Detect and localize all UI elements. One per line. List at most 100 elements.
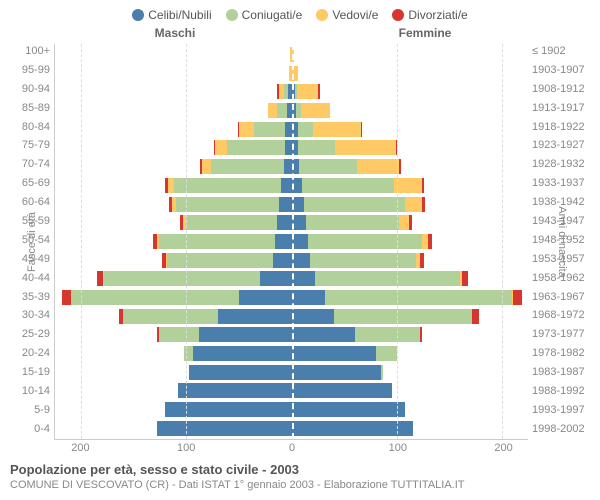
- age-label: 60-64: [8, 197, 50, 211]
- segment: [279, 197, 292, 212]
- legend-swatch: [132, 9, 144, 21]
- segment: [281, 178, 292, 193]
- bar-female: [292, 140, 529, 155]
- chart-area: Fasce di età Anni di nascita 100+95-9990…: [8, 44, 592, 440]
- segment: [104, 271, 260, 286]
- age-label: 100+: [8, 46, 50, 60]
- segment: [355, 327, 420, 342]
- age-label: 40-44: [8, 273, 50, 287]
- age-label: 35-39: [8, 292, 50, 306]
- segment: [422, 178, 424, 193]
- segment: [275, 234, 292, 249]
- bar-female: [292, 234, 529, 249]
- segment: [292, 365, 381, 380]
- segment: [306, 215, 398, 230]
- segment: [292, 402, 406, 417]
- legend-swatch: [226, 9, 238, 21]
- bar-male: [55, 402, 292, 417]
- gridline: [81, 44, 82, 439]
- segment: [422, 197, 425, 212]
- segment: [227, 140, 285, 155]
- bar-male: [55, 159, 292, 174]
- birth-label: 1988-1992: [532, 386, 592, 400]
- legend-item: Celibi/Nubili: [132, 8, 211, 22]
- gridline: [186, 44, 187, 439]
- bar-male: [55, 140, 292, 155]
- segment: [277, 103, 288, 118]
- label-male: Maschi: [0, 26, 300, 40]
- segment: [292, 346, 376, 361]
- segment: [299, 159, 357, 174]
- segment: [318, 84, 320, 99]
- segment: [176, 197, 279, 212]
- segment: [420, 327, 422, 342]
- gridline: [397, 44, 398, 439]
- birth-label: 1903-1907: [532, 65, 592, 79]
- segment: [159, 234, 275, 249]
- segment: [189, 365, 292, 380]
- footer: Popolazione per età, sesso e stato civil…: [10, 462, 590, 491]
- segment: [381, 365, 383, 380]
- segment: [304, 197, 405, 212]
- legend-item: Vedovi/e: [316, 8, 378, 22]
- bar-female: [292, 309, 529, 324]
- bar-male: [55, 47, 292, 62]
- bar-male: [55, 253, 292, 268]
- segment: [409, 215, 412, 230]
- segment: [199, 327, 291, 342]
- birth-label: 1908-1912: [532, 84, 592, 98]
- segment: [292, 215, 307, 230]
- birth-label: 1918-1922: [532, 122, 592, 136]
- bar-female: [292, 84, 529, 99]
- segment: [302, 178, 394, 193]
- segment: [462, 271, 468, 286]
- birth-label: 1973-1977: [532, 329, 592, 343]
- bar-male: [55, 66, 292, 81]
- segment: [62, 290, 70, 305]
- segment: [376, 346, 397, 361]
- segment: [159, 327, 199, 342]
- segment: [254, 122, 286, 137]
- segment: [157, 421, 292, 436]
- segment: [405, 197, 422, 212]
- legend: Celibi/NubiliConiugati/eVedovi/eDivorzia…: [0, 0, 600, 26]
- segment: [315, 271, 460, 286]
- chart-subtitle: COMUNE DI VESCOVATO (CR) - Dati ISTAT 1°…: [10, 479, 590, 491]
- bar-female: [292, 215, 529, 230]
- age-label: 0-4: [8, 424, 50, 438]
- bar-male: [55, 234, 292, 249]
- age-label: 90-94: [8, 84, 50, 98]
- bar-female: [292, 402, 529, 417]
- birth-label: 1923-1927: [532, 140, 592, 154]
- ylabel-right: Anni di nascita: [556, 206, 568, 278]
- segment: [165, 402, 291, 417]
- segment: [292, 234, 309, 249]
- bar-male: [55, 197, 292, 212]
- segment: [310, 253, 415, 268]
- segment: [260, 271, 292, 286]
- segment: [174, 178, 281, 193]
- xtick: 0: [289, 442, 295, 454]
- bar-female: [292, 103, 529, 118]
- bar-female: [292, 383, 529, 398]
- segment: [178, 383, 292, 398]
- bar-female: [292, 178, 529, 193]
- birth-label: 1983-1987: [532, 367, 592, 381]
- bar-female: [292, 197, 529, 212]
- segment: [298, 140, 335, 155]
- bar-female: [292, 290, 529, 305]
- segment: [202, 159, 210, 174]
- birth-label: 1933-1937: [532, 178, 592, 192]
- segment: [71, 290, 239, 305]
- birth-label: 1928-1932: [532, 159, 592, 173]
- segment: [292, 309, 334, 324]
- age-label: 30-34: [8, 310, 50, 324]
- age-label: 25-29: [8, 329, 50, 343]
- legend-label: Vedovi/e: [332, 8, 378, 22]
- bar-female: [292, 159, 529, 174]
- segment: [357, 159, 399, 174]
- segment: [513, 290, 521, 305]
- age-label: 10-14: [8, 386, 50, 400]
- birth-label: 1913-1917: [532, 103, 592, 117]
- segment: [292, 421, 414, 436]
